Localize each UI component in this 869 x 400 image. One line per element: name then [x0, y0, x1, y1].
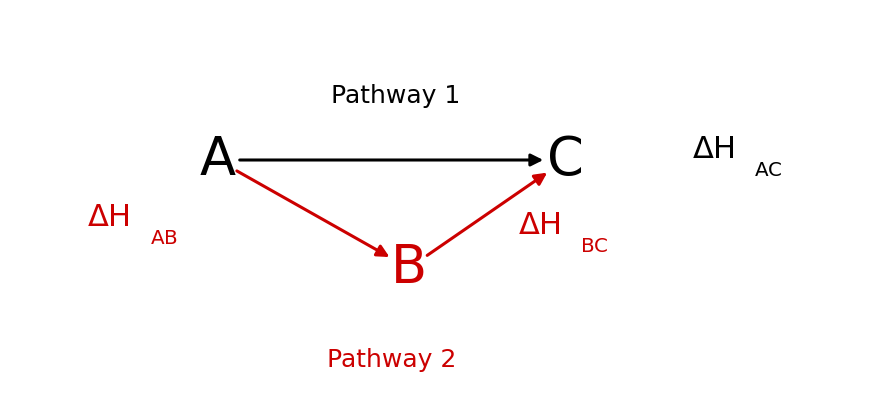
Text: A: A [199, 134, 235, 186]
Text: $\mathregular{AB}$: $\mathregular{AB}$ [149, 229, 177, 248]
Text: C: C [547, 134, 583, 186]
Text: $\mathregular{BC}$: $\mathregular{BC}$ [580, 237, 608, 256]
Text: Pathway 2: Pathway 2 [327, 348, 455, 372]
Text: Pathway 1: Pathway 1 [331, 84, 460, 108]
Text: B: B [390, 242, 427, 294]
Text: $\mathregular{\Delta H}$: $\mathregular{\Delta H}$ [691, 135, 733, 164]
Text: $\mathregular{\Delta H}$: $\mathregular{\Delta H}$ [517, 211, 560, 240]
Text: $\mathregular{AC}$: $\mathregular{AC}$ [753, 161, 782, 180]
Text: $\mathregular{\Delta H}$: $\mathregular{\Delta H}$ [87, 203, 129, 232]
